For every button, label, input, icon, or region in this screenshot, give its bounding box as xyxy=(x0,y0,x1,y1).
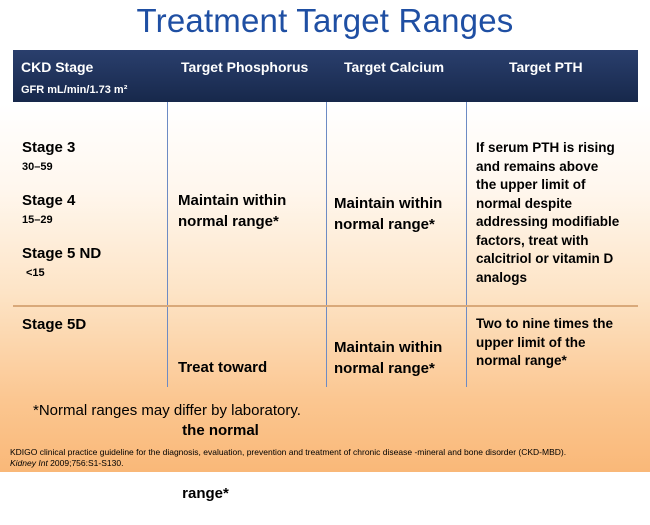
text-line: range* xyxy=(178,485,229,502)
phosphorus-target: Treat toward the normal range* xyxy=(178,315,267,525)
text-line: factors, treat with xyxy=(476,232,589,248)
stage-label: Stage 4 xyxy=(22,192,76,209)
text-line: upper limit of the xyxy=(476,334,586,350)
text-line: Maintain within xyxy=(178,192,287,209)
pth-target: Two to nine times the upper limit of the… xyxy=(476,315,613,371)
text-line: normal range* xyxy=(334,360,435,377)
citation-line-1: KDIGO clinical practice guideline for th… xyxy=(10,447,567,457)
header-target-phosphorus: Target Phosphorus xyxy=(181,59,309,75)
footnote: *Normal ranges may differ by laboratory. xyxy=(33,402,301,419)
gfr-range: 15–29 xyxy=(22,214,53,226)
text-line: normal range* xyxy=(476,353,567,368)
text-line: Two to nine times the xyxy=(476,316,614,331)
stage-label: Stage 3 xyxy=(22,139,76,156)
column-divider xyxy=(167,102,168,387)
text-line: Maintain within xyxy=(334,339,443,356)
citation: KDIGO clinical practice guideline for th… xyxy=(10,447,640,469)
table-header: CKD Stage GFR mL/min/1.73 m² Target Phos… xyxy=(13,50,638,102)
column-divider xyxy=(466,102,467,387)
text-line: addressing modifiable xyxy=(476,214,620,229)
calcium-target: Maintain within normal range* xyxy=(334,193,442,235)
stage-label: Stage 5D xyxy=(22,316,87,333)
calcium-target: Maintain within normal range* xyxy=(334,337,442,379)
citation-details: 2009;756:S1-S130. xyxy=(47,458,124,468)
pth-target: If serum PTH is rising and remains above… xyxy=(476,139,619,287)
row-divider xyxy=(13,305,638,307)
gfr-range: <15 xyxy=(26,267,45,279)
text-line: Maintain within xyxy=(334,195,443,212)
header-ckd-stage: CKD Stage xyxy=(21,59,94,75)
citation-journal: Kidney Int xyxy=(10,458,48,468)
page-title: Treatment Target Ranges xyxy=(136,2,514,39)
column-divider xyxy=(326,102,327,387)
header-target-calcium: Target Calcium xyxy=(344,59,445,75)
text-line: If serum PTH is rising xyxy=(476,140,615,155)
header-gfr-label: GFR mL/min/1.73 m² xyxy=(21,84,128,96)
text-line: calcitriol or vitamin D xyxy=(476,251,614,266)
stage-label: Stage 5 ND xyxy=(22,245,102,262)
text-line: the upper limit of xyxy=(476,177,586,192)
text-line: and remains above xyxy=(476,158,599,174)
text-line: the normal xyxy=(178,422,259,439)
citation-line-2: Kidney Int 2009;756:S1-S130. xyxy=(10,458,640,469)
text-line: normal despite xyxy=(476,195,573,211)
text-line: Treat toward xyxy=(178,359,268,376)
text-line: normal range* xyxy=(178,213,279,230)
header-target-pth: Target PTH xyxy=(509,59,583,75)
phosphorus-target: Maintain within normal range* xyxy=(178,190,286,232)
gfr-range: 30–59 xyxy=(22,161,53,173)
text-line: normal range* xyxy=(334,216,435,233)
text-line: analogs xyxy=(476,269,528,285)
